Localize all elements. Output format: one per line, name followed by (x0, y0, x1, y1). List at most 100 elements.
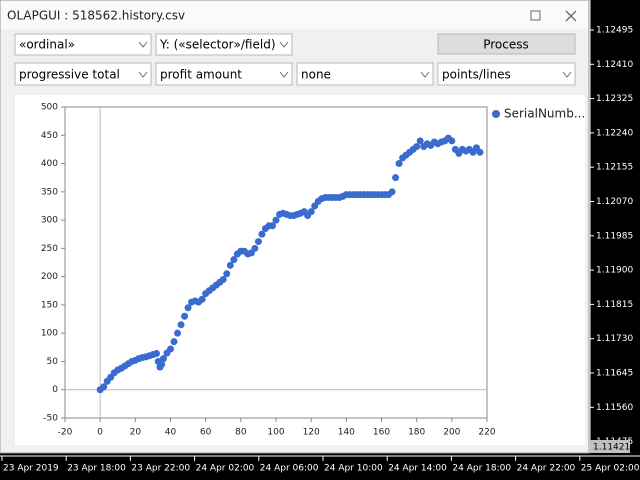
time-axis: 23 Apr 2019 23 Apr 18:00 23 Apr 22:00 24 Ap… (0, 455, 640, 474)
point (416, 137, 424, 145)
point (100, 383, 108, 391)
x-tick-label: 40 (165, 428, 177, 438)
point (476, 148, 484, 156)
dropdown-arrow (138, 41, 148, 48)
x-tick-label: 160 (373, 428, 390, 438)
time-label: 24 Apr 06:00 (260, 464, 319, 474)
dropdown[interactable] (14, 33, 152, 56)
point (159, 355, 167, 363)
x-tick-label: 100 (267, 428, 284, 438)
price-axis-bg (590, 0, 640, 453)
dropdown[interactable] (296, 62, 434, 86)
price-label: 1.12155 (596, 163, 633, 173)
time-label: 23 Apr 22:00 (131, 464, 190, 474)
price-label: 1.12070 (596, 197, 633, 207)
point (392, 174, 400, 182)
dropdown-arrow (138, 71, 148, 78)
close-button[interactable] (565, 10, 577, 22)
point (223, 270, 231, 278)
x-tick-label: 20 (130, 428, 142, 438)
legend-marker (492, 110, 500, 118)
point (219, 275, 227, 283)
time-label: 24 Apr 18:00 (452, 464, 511, 474)
plot: -50 0 50 100 150 200 250 300 350 400 450 500 -20 0 20 4… (41, 103, 496, 438)
point (181, 312, 189, 320)
y-tick-label: 0 (52, 385, 58, 395)
x-tick-label: 60 (200, 428, 212, 438)
point (395, 160, 403, 168)
maximize-button[interactable] (530, 10, 541, 21)
button-label: Process (483, 38, 529, 52)
price-axis: 1.12495 1.12410 1.12325 1.12240 1.12155 1.120… (589, 0, 640, 453)
y-tick-label: 100 (41, 329, 58, 339)
price-label: 1.12495 (596, 26, 633, 36)
point (272, 216, 280, 224)
time-label: 23 Apr 18:00 (67, 464, 126, 474)
point (307, 208, 315, 216)
point (448, 137, 456, 145)
current-price-box (590, 440, 630, 453)
dropdown-label: progressive total (19, 68, 120, 82)
chart-area (15, 95, 585, 445)
dropdown[interactable] (14, 62, 152, 86)
price-label: 1.11815 (596, 300, 633, 310)
y-tick-label: 450 (41, 131, 58, 141)
time-label: 24 Apr 02:00 (196, 464, 255, 474)
point (254, 238, 262, 246)
point (167, 345, 174, 353)
row1: «ordinal» Y: («selector»/field) Process (14, 33, 576, 56)
x-tick-label: 220 (478, 428, 495, 438)
price-label: 1.11900 (596, 266, 633, 276)
point (251, 244, 259, 252)
price-label: 1.12325 (596, 94, 633, 104)
price-label: 1.11730 (596, 334, 633, 344)
x-tick-label: 180 (408, 428, 425, 438)
point (198, 295, 206, 303)
dropdown-arrow (279, 71, 289, 78)
y-tick-label: -50 (43, 414, 58, 424)
dropdown-label: profit amount (160, 68, 242, 82)
point (388, 188, 396, 196)
y-tick-label: 150 (41, 300, 58, 310)
title-bar (1, 1, 588, 29)
y-tick-label: 400 (41, 159, 58, 169)
price-label: 1.12240 (596, 128, 633, 138)
dropdown-arrow (562, 71, 572, 78)
window-title: OLAPGUI : 518562.history.csv (7, 9, 185, 23)
row2: progressive total profit amount none poi… (14, 62, 576, 86)
dropdown[interactable] (155, 62, 293, 86)
y-tick-label: 200 (41, 272, 58, 282)
time-label: 24 Apr 10:00 (324, 464, 383, 474)
y-tick-label: 300 (41, 216, 58, 226)
dropdown[interactable] (155, 33, 293, 56)
dropdown[interactable] (437, 62, 576, 86)
point (158, 360, 166, 368)
x-tick-label: 0 (97, 428, 103, 438)
point (170, 338, 178, 346)
legend-label: SerialNumb... (504, 107, 585, 121)
time-label: 23 Apr 2019 (3, 464, 59, 474)
point (230, 256, 238, 264)
process-button[interactable] (437, 33, 576, 55)
time-label: 24 Apr 14:00 (388, 464, 447, 474)
point (226, 261, 234, 269)
time-label: 24 Apr 22:00 (517, 464, 576, 474)
x-tick-label: 140 (338, 428, 355, 438)
current-price: 1.11421 (593, 443, 630, 453)
dropdown-label: points/lines (442, 68, 511, 82)
price-label: 1.11645 (596, 369, 633, 379)
x-tick-label: 120 (303, 428, 320, 438)
price-label: 1.12410 (596, 60, 633, 70)
point (258, 230, 266, 238)
dropdown-label: none (301, 68, 331, 82)
y-tick-label: 350 (41, 187, 58, 197)
price-label: 1.11985 (596, 231, 633, 241)
point (152, 350, 160, 358)
dropdown-label: «ordinal» (19, 38, 75, 52)
y-tick-label: 500 (41, 103, 58, 113)
point (184, 304, 192, 312)
point (174, 329, 182, 337)
price-label: 1.11560 (596, 403, 633, 413)
